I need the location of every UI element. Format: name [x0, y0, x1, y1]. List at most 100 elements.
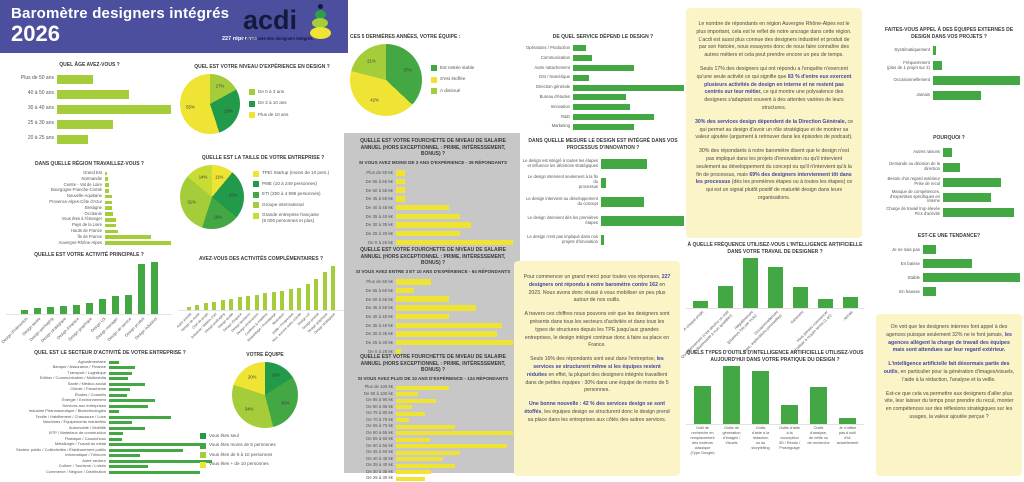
chart-row: De 80 à 85 k€ — [353, 404, 513, 411]
bar-track — [396, 204, 513, 211]
legend-swatch-icon — [253, 181, 259, 187]
chart-column: Design d'espace — [56, 262, 80, 340]
category-label: Provence-Alpes-Côte d'Azur — [49, 198, 102, 204]
chart-row: Plus de 60 k€ — [353, 277, 513, 286]
legend: Est restée stable S'est étoffée A diminué — [431, 65, 474, 95]
note-paragraph: L'intelligence artificielle fait désorma… — [883, 361, 1015, 383]
chart-row: Autre secteur — [8, 458, 212, 465]
chart-team-size: VOTRE ÉQUIPE 16% 30% 34% 20% Vous êtes seul Vo… — [192, 352, 338, 468]
bar — [109, 432, 124, 436]
bar — [331, 265, 336, 310]
legend-label: S'est étoffée — [440, 76, 466, 82]
chart-title: EST-CE UNE TENDANCE? — [917, 233, 981, 239]
bar-track — [57, 119, 171, 129]
chart-row: Transport / Logistique — [8, 370, 212, 377]
bar-track — [601, 196, 684, 207]
bar-track — [396, 187, 513, 193]
bar-track — [109, 415, 212, 419]
chart-subtitle: SI VOUS AVEZ ENTRE 3 ET 10 ANS D'EXPÉRIE… — [355, 268, 511, 274]
category-label: Nouvelle-Aquitaine — [66, 193, 102, 199]
bar-track — [396, 322, 513, 328]
category-label: Charge de travail trop élevée Pics d'acti… — [886, 206, 940, 216]
bar — [923, 287, 936, 296]
bar — [46, 306, 54, 314]
bar — [396, 437, 430, 442]
legend-swatch-icon — [253, 212, 259, 219]
chart-column: Autre activité — [175, 266, 192, 328]
bar — [943, 147, 953, 157]
chart-column: Outils d'analyse, de veille ou de recherche — [807, 366, 830, 445]
chart-title: QUEL EST VOTRE NIVEAU D'EXPÉRIENCE EN DE… — [194, 64, 330, 70]
category-label: Pays de la Loire — [71, 222, 102, 228]
note-paragraph: A travers ces chiffres nous pouvons voir… — [524, 311, 670, 349]
category-label: Outil de recherche en remplacement des mote… — [690, 426, 715, 455]
bar — [943, 192, 991, 202]
category-label: 40 à 50 ans — [27, 90, 54, 97]
bar — [792, 287, 808, 308]
chart-title: QUELLE EST VOTRE FOURCHETTE DE NIVEAU DE… — [360, 354, 506, 373]
legend-item: TPE/ Startup (moins de 10 pers.) — [253, 170, 329, 177]
chart-row: De 50 à 55 k€ — [353, 443, 513, 450]
chart-row: Autres raisons — [878, 145, 1020, 160]
bar-track — [57, 89, 171, 99]
bar-track — [105, 194, 171, 199]
bar — [396, 476, 426, 481]
bar — [601, 158, 647, 169]
bar — [396, 296, 449, 302]
chart-row: De 25 à 30 k€ — [353, 229, 513, 238]
bar — [105, 206, 113, 210]
bar — [396, 331, 497, 337]
chart-column: Design de mode — [180, 266, 200, 332]
bar — [573, 55, 592, 62]
bar — [280, 290, 285, 310]
chart-row: Banque / Assurance / Finance — [8, 365, 212, 371]
logo-text: acdi — [243, 5, 298, 35]
salary-panel-background — [344, 133, 520, 473]
bar-track — [105, 200, 171, 205]
note-intro: Pour commencer un grand merci pour toute… — [514, 261, 680, 476]
chart-row: De 50 à 55 k€ — [353, 186, 513, 195]
chart-row: Centre - Val de Loire — [8, 182, 171, 188]
bar-track — [109, 382, 212, 386]
category-label: De 40 à 45 k€ — [366, 455, 393, 461]
legend-item: S'est étoffée — [431, 76, 474, 83]
chart-design-department: DE QUEL SERVICE DÉPEND LE DESIGN ? Opérat… — [522, 34, 684, 132]
legend-label: PME (10 à 249 personnes) — [262, 180, 317, 186]
category-label: Plus de 60 k€ — [366, 279, 393, 285]
pie — [350, 43, 422, 116]
bar-track — [109, 426, 212, 430]
pie-wrap: 11% 25% 19% 31% 14% TPE/ Startup (moins de 10… — [180, 164, 346, 229]
bar — [57, 134, 88, 144]
bar — [105, 171, 107, 176]
chart-row: Santé / Médico-social — [8, 381, 212, 388]
bar — [72, 304, 80, 314]
bar — [109, 377, 128, 381]
bar-track — [573, 55, 684, 62]
bar — [33, 308, 41, 314]
legend-swatch-icon — [200, 461, 206, 468]
bar-track — [396, 222, 513, 228]
bar — [573, 104, 630, 111]
bar — [396, 463, 455, 468]
bar — [57, 89, 129, 99]
note-paragraph: Seuls 17% des designers qui ont répondu … — [696, 65, 852, 111]
chart-column: Outil de recherche en remplacement des mote… — [690, 366, 715, 455]
pie-wrap: 37% 42% 21% Est restée stable S'est étoffée A… — [350, 43, 520, 116]
chart-row: Bureau d'études — [522, 92, 684, 102]
slice-percent: 28% — [224, 108, 233, 114]
legend-swatch-icon — [431, 88, 437, 95]
chart-row: Communication — [522, 53, 684, 63]
bar — [186, 306, 191, 310]
bar-track — [573, 123, 684, 130]
chart-column: Je n'utilise pas d'outil d'IA actuellement — [837, 366, 858, 445]
legend-swatch-icon — [249, 100, 255, 107]
category-label: Plus de 50 ans — [20, 75, 54, 82]
category-label: R&D — [561, 113, 570, 119]
category-label: De 50 à 55 k€ — [365, 187, 393, 193]
bar — [694, 386, 711, 424]
note-region-analysis: Le nombre de répondants en région Auverg… — [686, 8, 862, 238]
category-label: Stable — [907, 274, 920, 280]
legend-swatch-icon — [200, 433, 206, 439]
chart-column: Illustration — [272, 266, 285, 325]
bar-track — [109, 470, 212, 474]
